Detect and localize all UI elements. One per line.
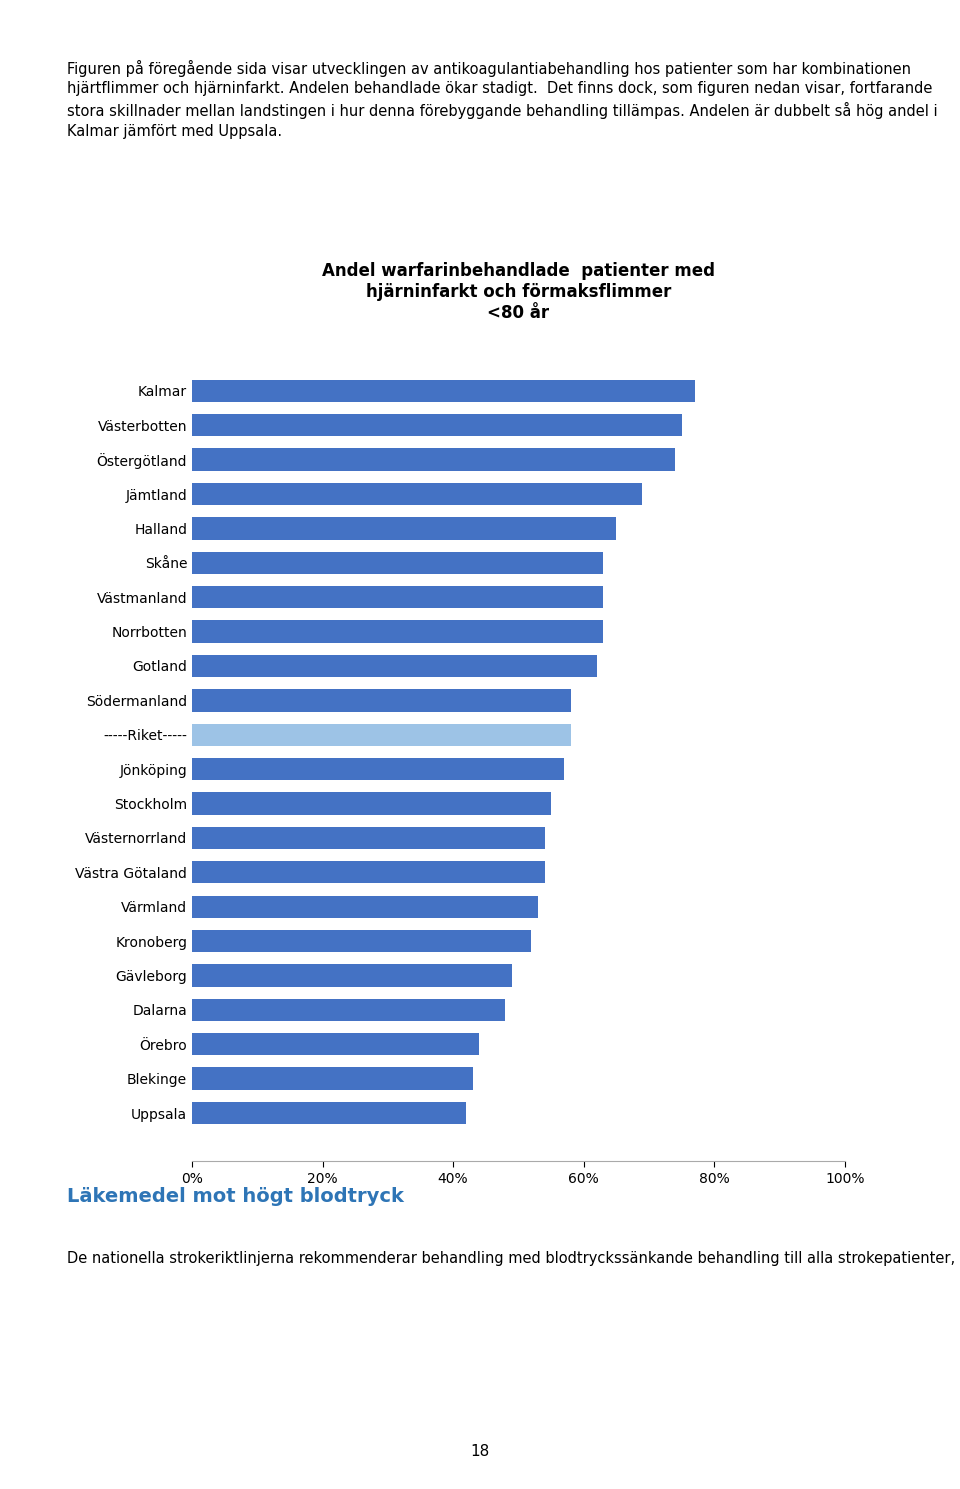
Text: 18: 18: [470, 1444, 490, 1459]
Bar: [192, 895, 538, 917]
Bar: [192, 551, 603, 573]
Bar: [192, 414, 682, 436]
Bar: [192, 482, 642, 505]
Bar: [192, 792, 551, 814]
Bar: [192, 587, 603, 609]
Bar: [192, 724, 570, 746]
Bar: [192, 517, 616, 539]
Bar: [192, 999, 505, 1021]
Bar: [192, 621, 603, 643]
Bar: [192, 655, 597, 677]
Bar: [192, 758, 564, 780]
Bar: [192, 931, 532, 953]
Bar: [192, 1102, 467, 1124]
Bar: [192, 448, 675, 471]
Bar: [192, 1033, 479, 1056]
Bar: [192, 1068, 472, 1090]
Text: De nationella strokeriktlinjerna rekommenderar behandling med blodtryckssänkande: De nationella strokeriktlinjerna rekomme…: [67, 1251, 960, 1266]
Bar: [192, 826, 544, 849]
Title: Andel warfarinbehandlade  patienter med
hjärninfarkt och förmaksflimmer
<80 år: Andel warfarinbehandlade patienter med h…: [322, 262, 715, 322]
Text: Figuren på föregående sida visar utvecklingen av antikoagulantiabehandling hos p: Figuren på föregående sida visar utveckl…: [67, 60, 938, 138]
Bar: [192, 965, 512, 987]
Text: Läkemedel mot högt blodtryck: Läkemedel mot högt blodtryck: [67, 1187, 404, 1206]
Bar: [192, 380, 695, 402]
Bar: [192, 861, 544, 883]
Bar: [192, 689, 570, 712]
